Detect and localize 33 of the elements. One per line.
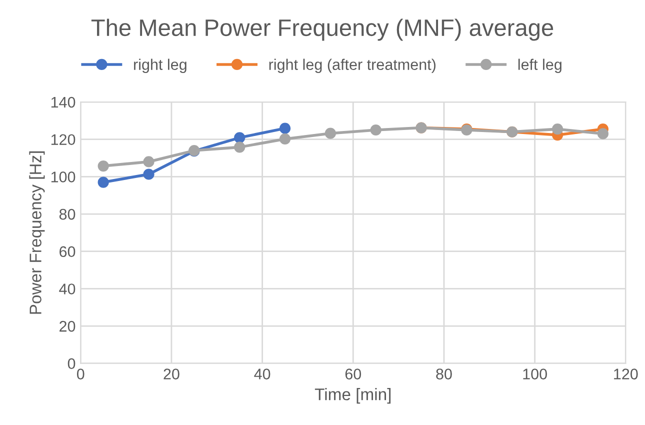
y-tick-label: 40 [59, 284, 76, 294]
point [597, 128, 608, 140]
y-tick-label: 140 [51, 96, 76, 108]
point [370, 124, 382, 136]
x-tick-label: 120 [614, 368, 638, 380]
point [552, 124, 564, 135]
legend-label: right leg [134, 58, 186, 73]
point [234, 142, 246, 153]
x-tick-label: 60 [345, 368, 362, 380]
x-axis-title: Time [min] [314, 388, 391, 404]
y-tick-label: 100 [51, 172, 76, 182]
point [324, 128, 336, 139]
y-tick-label: 120 [51, 134, 76, 146]
x-tick-label: 80 [436, 368, 452, 380]
legend-label: right leg (after treatment) [269, 58, 436, 73]
point [234, 132, 246, 144]
point [279, 122, 291, 134]
y-tick-label: 0 [68, 358, 76, 370]
x-tick-label: 100 [523, 368, 547, 380]
y-tick-label: 20 [60, 320, 76, 332]
x-tick-label: 0 [76, 368, 84, 380]
point [98, 176, 109, 188]
legend-label: left leg [518, 58, 562, 73]
point [98, 160, 109, 172]
x-tick-label: 20 [164, 368, 180, 380]
y-tick-label: 80 [59, 208, 76, 220]
point [143, 168, 154, 180]
x-tick-label: 40 [254, 368, 270, 380]
y-tick-label: 60 [60, 246, 76, 258]
point [279, 133, 291, 145]
point [143, 156, 154, 168]
y-axis-title: Power Frequency [Hz] [29, 151, 45, 314]
chart-title: The Mean Power Frequency (MNF) average [91, 18, 554, 41]
